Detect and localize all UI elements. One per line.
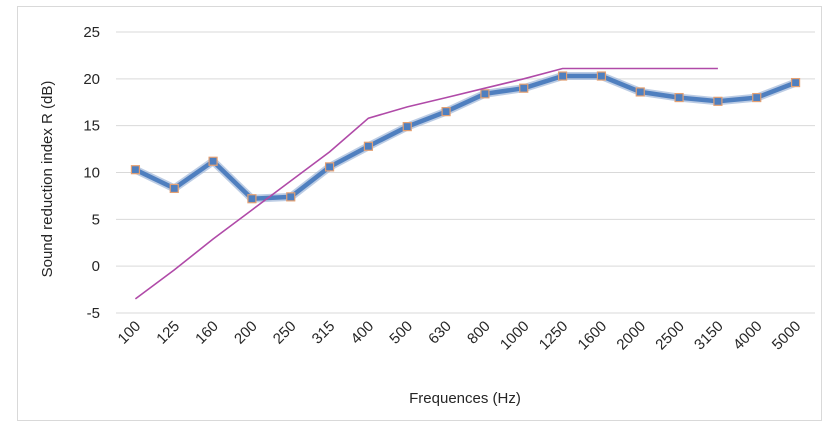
x-tick-label: 125	[153, 318, 183, 348]
x-tick-label: 630	[425, 318, 455, 348]
data-point-marker	[441, 107, 451, 117]
line-chart: 25 20 15 10 5 0 -5 100 125 160 200 250 315 400 500 630…	[39, 24, 815, 407]
reference-line	[134, 67, 718, 300]
series-line	[133, 73, 798, 201]
data-point-marker	[790, 77, 801, 88]
x-tick-label: 800	[464, 318, 494, 348]
y-tick-label: 5	[92, 211, 100, 228]
x-tick-label: 4000	[730, 318, 766, 354]
x-tick-label: 250	[270, 318, 300, 348]
y-tick-label: 15	[83, 118, 100, 135]
x-tick-label: 2500	[652, 318, 688, 354]
data-point-marker	[596, 71, 607, 81]
x-tick-label: 1000	[497, 318, 533, 354]
data-point-marker	[363, 141, 374, 151]
x-tick-label: 1600	[575, 318, 611, 354]
x-tick-label: 500	[386, 318, 416, 348]
series-group	[130, 67, 801, 300]
x-tick-label: 315	[309, 318, 339, 348]
y-tick-labels: 25 20 15 10 5 0 -5	[83, 24, 100, 322]
data-point-marker	[286, 192, 296, 202]
y-tick-label: 20	[83, 71, 100, 88]
data-point-marker	[480, 89, 490, 99]
y-axis-label: Sound reduction index R (dB)	[39, 81, 56, 278]
x-tick-label: 400	[348, 318, 378, 348]
x-tick-labels: 100 125 160 200 250 315 400 500 630 800 1000 1250 16…	[115, 318, 805, 354]
data-point-marker	[169, 183, 179, 194]
x-tick-label: 200	[231, 318, 261, 348]
data-point-marker	[324, 162, 335, 172]
data-point-marker	[519, 83, 529, 93]
y-tick-label: 0	[92, 258, 100, 275]
data-point-marker	[635, 87, 645, 97]
data-point-marker	[752, 92, 762, 103]
y-tick-label: 25	[83, 24, 100, 41]
data-point-marker	[130, 165, 141, 175]
x-tick-label: 5000	[769, 318, 805, 354]
data-point-marker	[402, 122, 412, 132]
x-tick-label: 2000	[613, 318, 649, 354]
data-point-marker	[557, 71, 568, 81]
gridlines	[116, 31, 815, 314]
x-tick-label: 160	[192, 318, 222, 348]
data-point-marker	[713, 96, 723, 106]
data-point-marker	[674, 92, 684, 103]
x-tick-label: 1250	[536, 318, 572, 354]
y-tick-label: 10	[83, 165, 100, 182]
x-axis-label: Frequences (Hz)	[409, 390, 521, 407]
y-tick-label: -5	[87, 305, 100, 322]
data-point-marker	[247, 194, 257, 204]
chart-frame: 25 20 15 10 5 0 -5 100 125 160 200 250 315 400 500 630…	[17, 6, 822, 421]
x-tick-label: 100	[115, 318, 145, 348]
x-tick-label: 3150	[691, 318, 727, 354]
data-point-marker	[208, 156, 218, 166]
